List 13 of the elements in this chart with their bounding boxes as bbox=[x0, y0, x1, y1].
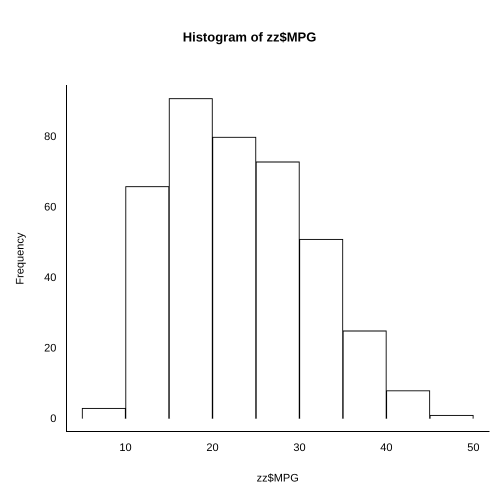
x-tick-label: 10 bbox=[119, 442, 132, 454]
y-tick-label: 60 bbox=[44, 202, 56, 214]
chart-title: Histogram of zz$MPG bbox=[182, 29, 316, 44]
x-tick-label: 20 bbox=[206, 442, 219, 454]
x-tick-label: 50 bbox=[467, 442, 480, 454]
y-tick-label: 20 bbox=[44, 342, 56, 354]
y-tick-label: 0 bbox=[50, 412, 56, 425]
y-axis-title: Frequency bbox=[14, 232, 27, 285]
x-tick-label: 40 bbox=[380, 442, 393, 454]
x-tick-label: 30 bbox=[293, 442, 306, 454]
x-axis-title: zz$MPG bbox=[256, 472, 299, 484]
y-tick-label: 40 bbox=[44, 272, 56, 284]
y-tick-label: 80 bbox=[44, 131, 56, 144]
